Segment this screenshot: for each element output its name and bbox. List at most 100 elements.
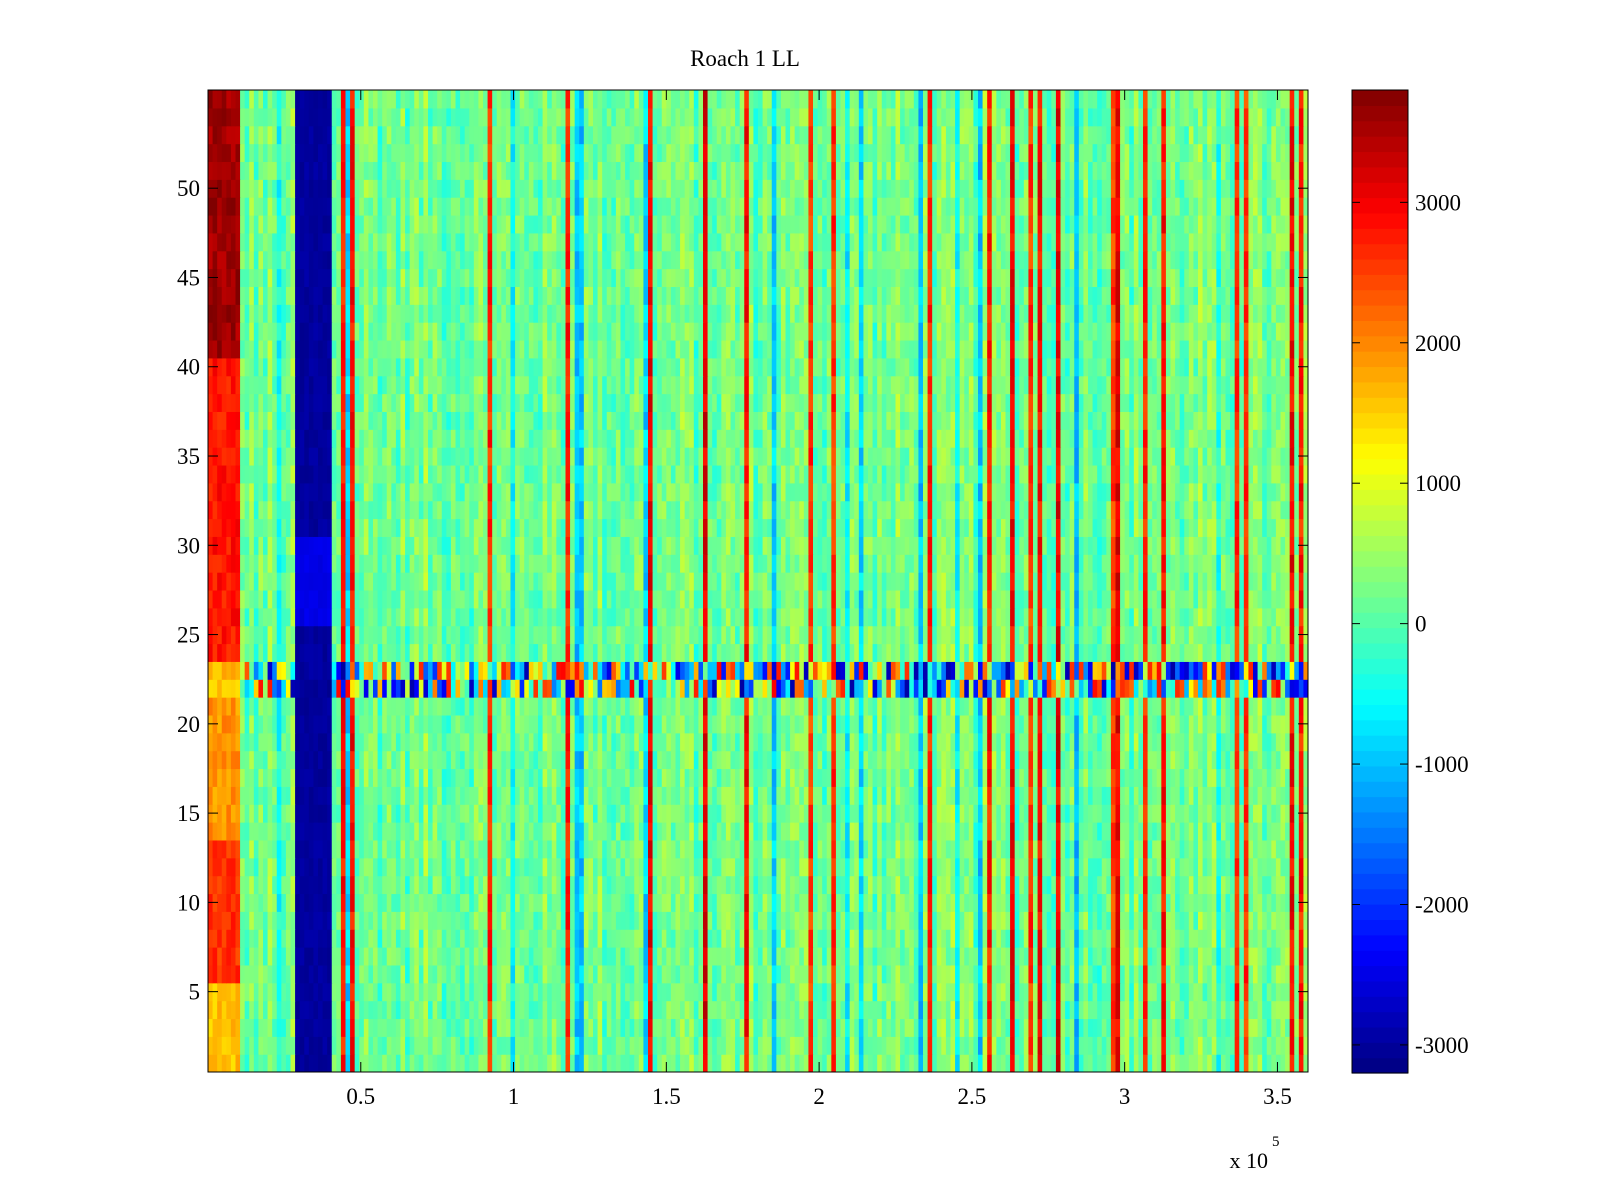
heatmap-cell <box>1294 822 1300 841</box>
heatmap-cell <box>1033 732 1039 752</box>
heatmap-cell <box>428 768 434 787</box>
heatmap-cell <box>597 714 603 734</box>
heatmap-cell <box>991 732 997 752</box>
heatmap-cell <box>1152 1036 1158 1055</box>
heatmap-cell <box>496 768 502 787</box>
heatmap-cell <box>574 714 580 734</box>
heatmap-cell <box>519 875 525 895</box>
heatmap-cell <box>776 1054 782 1072</box>
heatmap-cell <box>505 804 512 823</box>
heatmap-cell <box>1266 893 1272 912</box>
heatmap-cell <box>680 768 686 787</box>
heatmap-cell <box>1289 1054 1295 1072</box>
heatmap-cell <box>606 804 612 823</box>
heatmap-cell <box>886 822 892 841</box>
heatmap-cell <box>538 1036 544 1055</box>
heatmap-cell <box>703 750 709 770</box>
heatmap-cell <box>1078 714 1085 734</box>
heatmap-cell <box>267 982 273 1002</box>
heatmap-cell <box>707 822 713 841</box>
heatmap-cell <box>835 822 842 841</box>
heatmap-cell <box>501 839 507 859</box>
heatmap-cell <box>1257 982 1263 1002</box>
heatmap-cell <box>1078 1018 1085 1037</box>
heatmap-cell <box>927 857 933 877</box>
heatmap-cell <box>583 929 590 948</box>
heatmap-cell <box>281 929 287 948</box>
heatmap-cell <box>428 893 434 912</box>
heatmap-cell <box>1202 1054 1208 1072</box>
heatmap-cell <box>657 714 663 734</box>
heatmap-cell <box>574 1054 580 1072</box>
heatmap-cell <box>881 750 887 770</box>
heatmap-cell <box>1253 768 1259 787</box>
heatmap-cell <box>524 1036 530 1055</box>
heatmap-cell <box>780 947 787 966</box>
heatmap-cell <box>359 1000 365 1020</box>
heatmap-cell <box>350 822 356 841</box>
heatmap-cell <box>1101 893 1107 912</box>
heatmap-cell <box>1129 982 1135 1002</box>
heatmap-cell <box>538 804 544 823</box>
heatmap-cell <box>1083 911 1089 930</box>
heatmap-cell <box>409 964 415 984</box>
heatmap-cell <box>670 947 677 966</box>
heatmap-cell <box>868 786 874 805</box>
heatmap-cell <box>1124 839 1130 859</box>
heatmap-cell <box>1033 822 1039 841</box>
heatmap-cell <box>1298 732 1305 752</box>
heatmap-cell <box>634 947 640 966</box>
heatmap-cell <box>923 1054 929 1072</box>
heatmap-cell <box>991 857 997 877</box>
heatmap-cell <box>368 697 374 716</box>
heatmap-cell <box>533 982 539 1002</box>
heatmap-cell <box>1092 768 1098 787</box>
heatmap-cell <box>606 964 612 984</box>
heatmap-cell <box>441 804 447 823</box>
heatmap-cell <box>918 875 924 895</box>
heatmap-cell <box>849 857 855 877</box>
heatmap-cell <box>1280 929 1286 948</box>
heatmap-cell <box>538 822 544 841</box>
heatmap-cell <box>620 1018 626 1037</box>
heatmap-cell <box>1262 911 1268 930</box>
heatmap-cell <box>391 768 397 787</box>
heatmap-cell <box>386 911 392 930</box>
heatmap-cell <box>1060 768 1066 787</box>
heatmap-cell <box>235 839 241 859</box>
heatmap-cell <box>533 893 539 912</box>
heatmap-cell <box>450 839 457 859</box>
heatmap-cell <box>1303 911 1308 930</box>
heatmap-cell <box>689 822 695 841</box>
heatmap-cell <box>758 768 764 787</box>
heatmap-cell <box>565 1018 571 1037</box>
heatmap-cell <box>1175 839 1181 859</box>
heatmap-cell <box>1055 893 1062 912</box>
heatmap-cell <box>1051 929 1057 948</box>
heatmap-cell <box>377 982 383 1002</box>
heatmap-cell <box>363 947 370 966</box>
heatmap-cell <box>1000 1018 1007 1037</box>
heatmap-cell <box>1106 947 1112 966</box>
heatmap-cell <box>258 714 264 734</box>
heatmap-cell <box>666 929 672 948</box>
heatmap-cell <box>368 875 374 895</box>
heatmap-cell <box>904 786 910 805</box>
heatmap-cell <box>588 893 594 912</box>
heatmap-cell <box>744 875 750 895</box>
heatmap-cell <box>409 911 415 930</box>
heatmap-cell <box>263 911 269 930</box>
heatmap-cell <box>299 929 305 948</box>
heatmap-cell <box>345 1036 351 1055</box>
heatmap-cell <box>263 786 269 805</box>
heatmap-cell <box>1092 732 1098 752</box>
heatmap-cell <box>505 929 512 948</box>
heatmap-cell <box>276 875 282 895</box>
heatmap-cell <box>359 750 365 770</box>
heatmap-cell <box>1065 768 1071 787</box>
heatmap-cell <box>547 1054 553 1072</box>
heatmap-cell <box>813 964 819 984</box>
heatmap-cell <box>524 822 530 841</box>
heatmap-cell <box>336 697 342 716</box>
heatmap-cell <box>226 875 232 895</box>
